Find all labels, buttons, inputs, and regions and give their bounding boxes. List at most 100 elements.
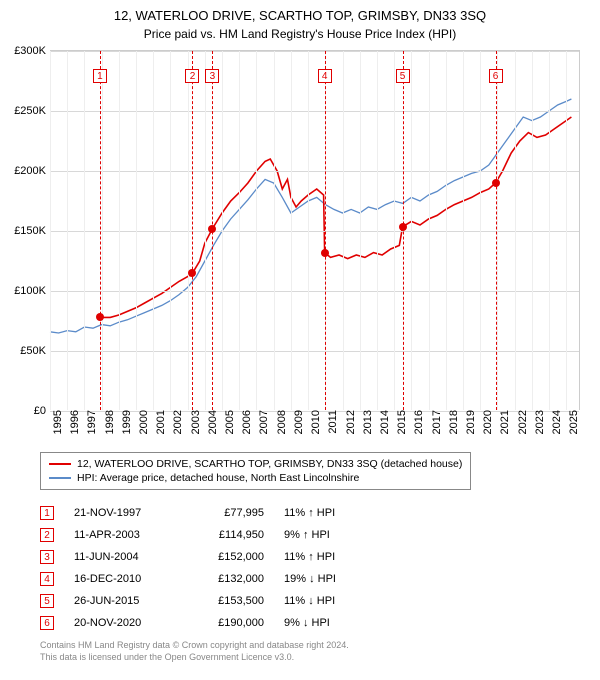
x-axis-label: 2001 (153, 410, 167, 434)
chart-container: 12, WATERLOO DRIVE, SCARTHO TOP, GRIMSBY… (0, 0, 600, 680)
marker-dot (399, 223, 407, 231)
x-axis-label: 2012 (343, 410, 357, 434)
x-axis-label: 2011 (325, 410, 339, 434)
x-axis-label: 2004 (205, 410, 219, 434)
x-axis-label: 2017 (429, 410, 443, 434)
x-axis-label: 2023 (532, 410, 546, 434)
legend-swatch (49, 463, 71, 465)
legend-item-hpi: HPI: Average price, detached house, Nort… (49, 471, 462, 485)
x-axis-label: 2013 (360, 410, 374, 434)
x-axis-label: 2006 (239, 410, 253, 434)
footer-line-2: This data is licensed under the Open Gov… (40, 652, 349, 664)
transaction-row: 2 11-APR-2003 £114,950 9% ↑ HPI (40, 524, 394, 546)
x-axis-label: 2022 (515, 410, 529, 434)
marker-dot (96, 313, 104, 321)
tx-num: 3 (40, 550, 54, 564)
x-axis-label: 2015 (394, 410, 408, 434)
y-axis-label: £50K (20, 345, 50, 357)
tx-date: 11-APR-2003 (74, 529, 174, 541)
transaction-row: 6 20-NOV-2020 £190,000 9% ↓ HPI (40, 612, 394, 634)
marker-dot (188, 269, 196, 277)
x-axis-label: 2021 (497, 410, 511, 434)
y-axis-label: £150K (14, 225, 50, 237)
tx-date: 21-NOV-1997 (74, 507, 174, 519)
tx-diff: 9% ↓ HPI (284, 617, 394, 629)
tx-date: 20-NOV-2020 (74, 617, 174, 629)
x-axis-label: 1999 (119, 410, 133, 434)
marker-dot (208, 225, 216, 233)
x-axis-label: 2010 (308, 410, 322, 434)
x-axis-label: 2018 (446, 410, 460, 434)
transaction-row: 1 21-NOV-1997 £77,995 11% ↑ HPI (40, 502, 394, 524)
tx-price: £114,950 (194, 529, 264, 541)
marker-box: 1 (93, 69, 107, 83)
tx-diff: 11% ↑ HPI (284, 507, 394, 519)
marker-line (192, 51, 193, 410)
x-axis-label: 2019 (463, 410, 477, 434)
x-axis-label: 1998 (102, 410, 116, 434)
tx-num: 6 (40, 616, 54, 630)
marker-line (496, 51, 497, 410)
tx-date: 11-JUN-2004 (74, 551, 174, 563)
y-axis-label: £250K (14, 105, 50, 117)
tx-price: £153,500 (194, 595, 264, 607)
marker-line (325, 51, 326, 410)
tx-price: £152,000 (194, 551, 264, 563)
x-axis-label: 2002 (170, 410, 184, 434)
series-hpi (50, 99, 571, 333)
x-axis-label: 2009 (291, 410, 305, 434)
x-axis-label: 1995 (50, 410, 64, 434)
x-axis-label: 2024 (549, 410, 563, 434)
x-axis-label: 1996 (67, 410, 81, 434)
legend-label: 12, WATERLOO DRIVE, SCARTHO TOP, GRIMSBY… (77, 458, 462, 470)
marker-box: 6 (489, 69, 503, 83)
marker-box: 3 (205, 69, 219, 83)
tx-num: 1 (40, 506, 54, 520)
transactions-table: 1 21-NOV-1997 £77,995 11% ↑ HPI 2 11-APR-2003… (40, 502, 394, 634)
x-axis-label: 2007 (256, 410, 270, 434)
tx-date: 16-DEC-2010 (74, 573, 174, 585)
transaction-row: 5 26-JUN-2015 £153,500 11% ↓ HPI (40, 590, 394, 612)
title-line-2: Price paid vs. HM Land Registry's House … (0, 23, 600, 41)
y-axis-label: £300K (14, 45, 50, 57)
tx-diff: 11% ↑ HPI (284, 551, 394, 563)
marker-box: 5 (396, 69, 410, 83)
tx-num: 5 (40, 594, 54, 608)
y-axis-label: £100K (14, 285, 50, 297)
marker-box: 4 (318, 69, 332, 83)
transaction-row: 4 16-DEC-2010 £132,000 19% ↓ HPI (40, 568, 394, 590)
x-axis-label: 2008 (274, 410, 288, 434)
x-axis-label: 2025 (566, 410, 580, 434)
marker-box: 2 (185, 69, 199, 83)
tx-price: £132,000 (194, 573, 264, 585)
x-axis-label: 2000 (136, 410, 150, 434)
tx-price: £77,995 (194, 507, 264, 519)
tx-diff: 19% ↓ HPI (284, 573, 394, 585)
tx-num: 4 (40, 572, 54, 586)
tx-diff: 9% ↑ HPI (284, 529, 394, 541)
x-axis-label: 2003 (188, 410, 202, 434)
chart-plot-area: £0£50K£100K£150K£200K£250K£300K199519961… (50, 50, 580, 410)
legend-swatch (49, 477, 71, 479)
x-axis-label: 1997 (84, 410, 98, 434)
marker-dot (492, 179, 500, 187)
transaction-row: 3 11-JUN-2004 £152,000 11% ↑ HPI (40, 546, 394, 568)
x-axis-label: 2005 (222, 410, 236, 434)
tx-num: 2 (40, 528, 54, 542)
x-axis-label: 2014 (377, 410, 391, 434)
tx-date: 26-JUN-2015 (74, 595, 174, 607)
footer: Contains HM Land Registry data © Crown c… (40, 640, 349, 663)
legend-label: HPI: Average price, detached house, Nort… (77, 472, 359, 484)
y-axis-label: £200K (14, 165, 50, 177)
legend: 12, WATERLOO DRIVE, SCARTHO TOP, GRIMSBY… (40, 452, 471, 490)
x-axis-label: 2020 (480, 410, 494, 434)
tx-price: £190,000 (194, 617, 264, 629)
y-axis-label: £0 (34, 405, 50, 417)
legend-item-property: 12, WATERLOO DRIVE, SCARTHO TOP, GRIMSBY… (49, 457, 462, 471)
x-axis-label: 2016 (411, 410, 425, 434)
marker-line (100, 51, 101, 410)
footer-line-1: Contains HM Land Registry data © Crown c… (40, 640, 349, 652)
marker-dot (321, 249, 329, 257)
title-line-1: 12, WATERLOO DRIVE, SCARTHO TOP, GRIMSBY… (0, 0, 600, 23)
tx-diff: 11% ↓ HPI (284, 595, 394, 607)
